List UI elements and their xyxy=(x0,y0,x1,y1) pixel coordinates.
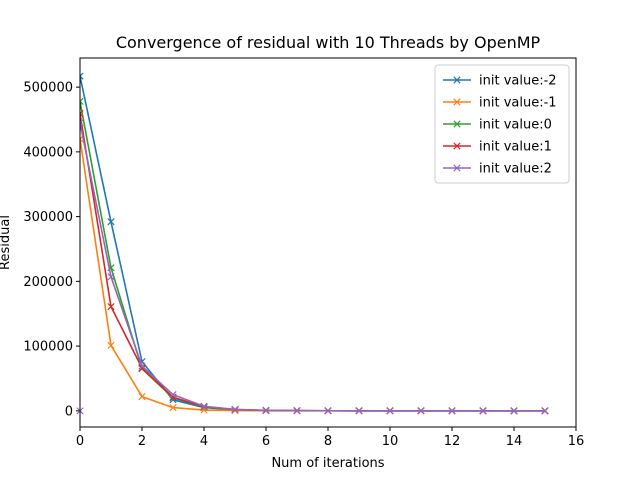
legend-label: init value:-2 xyxy=(479,74,557,89)
data-point xyxy=(448,407,456,415)
axes-frame xyxy=(79,57,577,428)
series-line xyxy=(80,122,545,412)
legend-label: init value:2 xyxy=(479,162,552,177)
data-point xyxy=(479,407,487,415)
x-tick-label: 14 xyxy=(506,434,523,449)
x-axis-label: Num of iterations xyxy=(271,456,384,471)
x-tick-label: 2 xyxy=(138,434,146,449)
data-point xyxy=(231,405,239,414)
x-tick-label: 12 xyxy=(444,434,461,449)
data-point xyxy=(138,362,146,370)
chart-title: Convergence of residual with 10 Threads … xyxy=(116,33,541,52)
data-point xyxy=(138,364,146,372)
y-tick-label: 400000 xyxy=(23,145,73,160)
y-axis: 0 100000 200000 300000 400000 500000 xyxy=(23,81,80,419)
data-point xyxy=(107,273,115,281)
y-tick-label: 200000 xyxy=(23,275,73,290)
data-point xyxy=(138,392,146,401)
data-point xyxy=(200,402,208,410)
data-point xyxy=(80,72,84,80)
series-4 xyxy=(80,119,549,415)
y-axis-label: Residual xyxy=(0,215,13,270)
x-tick-label: 8 xyxy=(324,434,332,449)
legend: init value:-2 init value:-1 init value:0 in… xyxy=(434,64,570,184)
legend-marker xyxy=(453,164,461,172)
x-tick-label: 4 xyxy=(200,434,208,449)
data-point xyxy=(386,407,394,415)
legend-item: init value:1 xyxy=(443,140,552,155)
data-point xyxy=(107,341,115,350)
legend-item: init value:-1 xyxy=(443,96,557,111)
x-tick-label: 0 xyxy=(76,434,84,449)
data-point xyxy=(80,110,84,118)
data-point xyxy=(510,407,518,415)
data-point xyxy=(107,218,115,226)
data-point xyxy=(324,407,332,415)
data-point xyxy=(231,406,239,415)
legend-box xyxy=(434,64,570,184)
x-tick-label: 6 xyxy=(262,434,270,449)
data-point xyxy=(169,403,177,412)
data-point xyxy=(355,407,363,415)
legend-item: init value:-2 xyxy=(443,74,557,89)
data-point xyxy=(80,119,84,127)
y-tick-label: 300000 xyxy=(23,210,73,225)
data-point xyxy=(417,407,425,415)
y-tick-label: 500000 xyxy=(23,81,73,96)
data-point xyxy=(541,407,549,415)
data-point xyxy=(169,391,177,399)
data-point xyxy=(107,302,115,311)
x-axis: 0 2 4 6 8 10 12 14 16 xyxy=(76,427,584,449)
x-tick-label: 10 xyxy=(382,434,399,449)
data-point xyxy=(80,97,84,105)
legend-label: init value:1 xyxy=(479,140,552,155)
legend-item: init value:0 xyxy=(443,118,552,133)
y-tick-label: 0 xyxy=(65,404,73,419)
legend-marker xyxy=(453,120,461,128)
x-tick-label: 16 xyxy=(568,434,585,449)
series-layer xyxy=(76,72,549,415)
data-point xyxy=(262,406,270,414)
legend-marker xyxy=(453,98,461,106)
legend-marker xyxy=(453,76,461,84)
legend-marker xyxy=(453,142,461,150)
data-point xyxy=(293,407,301,415)
legend-label: init value:0 xyxy=(479,118,552,133)
legend-label: init value:-1 xyxy=(479,96,557,111)
legend-item: init value:2 xyxy=(443,162,552,177)
y-tick-label: 100000 xyxy=(23,340,73,355)
